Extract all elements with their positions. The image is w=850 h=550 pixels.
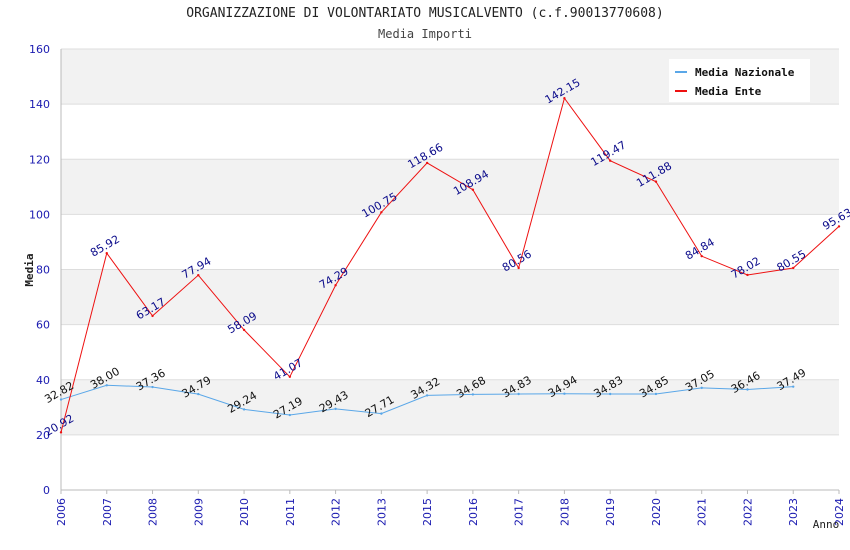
grid-band: [61, 159, 839, 215]
grid-band: [61, 379, 839, 435]
data-point: [425, 394, 429, 397]
x-tick-label: 2024: [833, 498, 846, 526]
x-tick-label: 2008: [147, 498, 160, 526]
y-tick-label: 60: [36, 319, 50, 332]
data-point: [517, 266, 520, 270]
data-point: [288, 375, 292, 379]
y-tick-label: 0: [43, 484, 50, 497]
y-tick-label: 140: [29, 98, 50, 111]
data-point: [151, 314, 154, 318]
data-point: [746, 273, 749, 277]
data-point: [380, 211, 383, 214]
y-tick-label: 160: [29, 43, 50, 56]
x-tick-label: 2021: [696, 498, 709, 526]
x-tick-label: 2022: [741, 498, 754, 526]
data-point: [288, 413, 292, 417]
legend-label: Media Ente: [695, 85, 762, 98]
data-point: [563, 96, 566, 100]
data-point: [746, 388, 749, 391]
data-point: [105, 251, 108, 255]
y-tick-label: 80: [36, 264, 50, 277]
data-point: [837, 225, 841, 228]
x-tick-label: 2020: [650, 498, 663, 526]
data-point: [334, 407, 337, 411]
x-tick-label: 2007: [101, 498, 114, 526]
y-axis-label: Media: [23, 253, 36, 286]
data-label: 84.84: [683, 236, 717, 263]
data-point: [151, 385, 154, 389]
chart-title: ORGANIZZAZIONE DI VOLONTARIATO MUSICALVE…: [186, 6, 664, 21]
data-point: [608, 392, 612, 396]
data-point: [242, 408, 246, 411]
data-point: [700, 254, 703, 258]
y-tick-label: 100: [29, 208, 50, 221]
x-tick-label: 2017: [513, 498, 526, 526]
data-point: [517, 392, 520, 396]
x-tick-label: 2012: [330, 498, 343, 526]
x-tick-label: 2009: [192, 498, 205, 526]
grid-band: [61, 269, 839, 325]
data-point: [425, 161, 429, 165]
data-point: [197, 273, 200, 277]
data-point: [654, 392, 658, 396]
data-point: [792, 385, 795, 388]
series-line-media-ente: [60, 97, 840, 433]
x-tick-label: 2018: [558, 498, 571, 526]
data-point: [242, 328, 246, 332]
y-tick-label: 20: [36, 429, 50, 442]
data-label: 41.07: [271, 356, 305, 383]
x-tick-label: 2023: [787, 498, 800, 526]
data-point: [700, 386, 703, 390]
data-point: [380, 412, 383, 415]
x-axis-label: Anno: [813, 518, 840, 531]
data-point: [471, 393, 475, 396]
data-point: [59, 398, 63, 401]
chart-subtitle: Media Importi: [378, 27, 472, 41]
data-point: [792, 266, 795, 270]
data-label: 85.92: [88, 233, 122, 260]
data-point: [654, 180, 658, 183]
x-tick-label: 2015: [421, 498, 434, 526]
x-tick-label: 2016: [467, 498, 480, 526]
data-point: [563, 392, 566, 395]
legend-label: Media Nazionale: [695, 66, 795, 79]
x-tick-label: 2011: [284, 498, 297, 526]
x-tick-label: 2010: [238, 498, 251, 526]
data-point: [105, 384, 108, 387]
y-tick-label: 120: [29, 153, 50, 166]
data-point: [334, 284, 337, 287]
x-tick-label: 2019: [604, 498, 617, 526]
x-tick-label: 2006: [55, 498, 68, 526]
y-tick-label: 40: [36, 374, 50, 387]
data-point: [59, 431, 63, 434]
data-point: [197, 392, 200, 396]
x-tick-label: 2013: [375, 498, 388, 526]
legend-box: [669, 59, 810, 102]
data-point: [471, 188, 475, 191]
data-point: [608, 159, 612, 162]
